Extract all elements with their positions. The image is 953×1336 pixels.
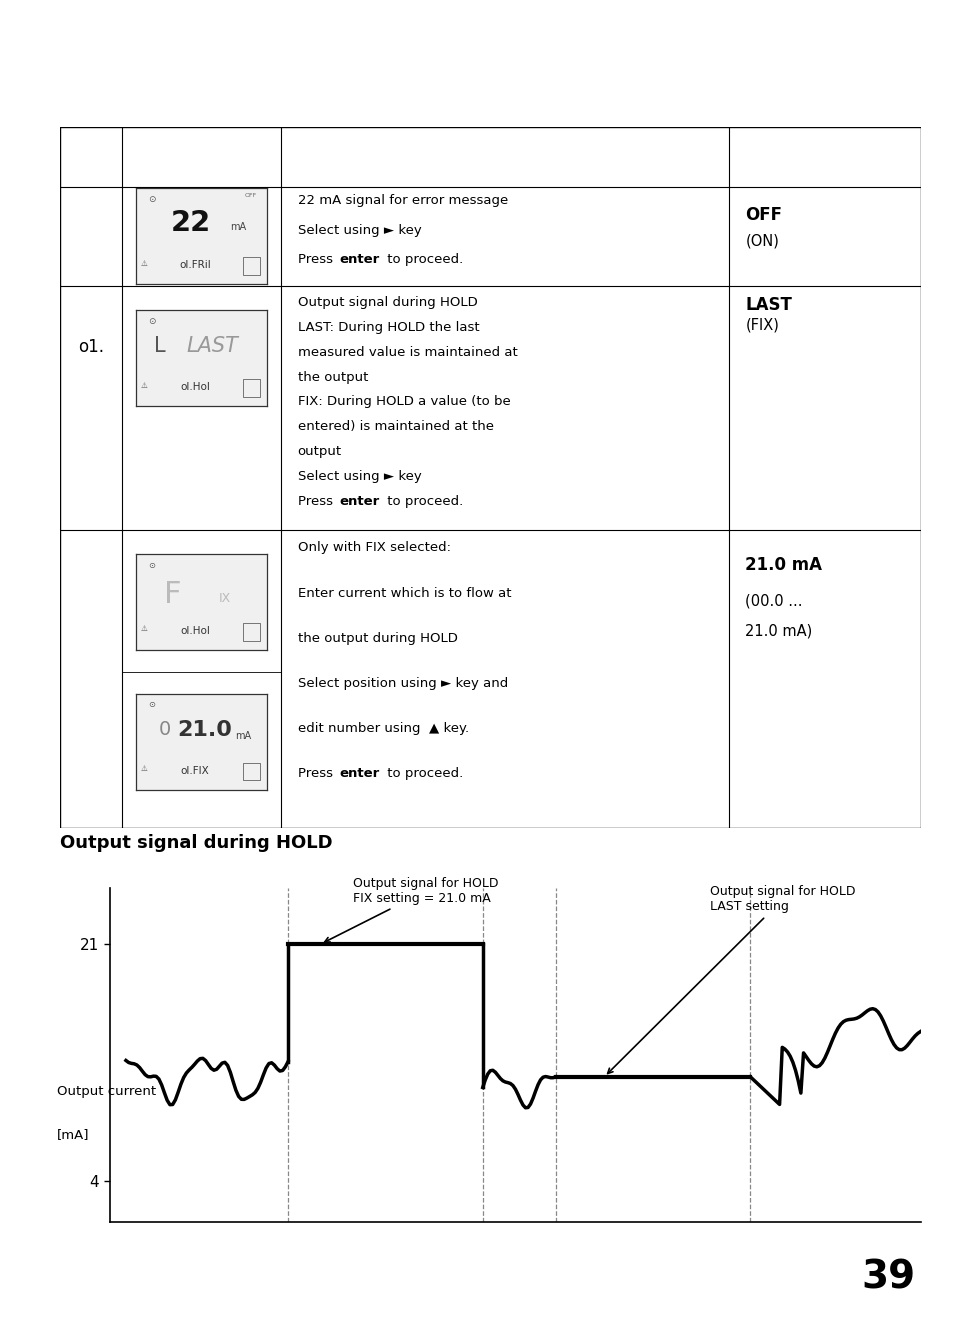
Text: Code: Code: [69, 150, 113, 164]
Text: the output: the output: [297, 370, 368, 383]
Text: Only with FIX selected:: Only with FIX selected:: [297, 541, 450, 554]
Text: HOLD active: HOLD active: [601, 1238, 703, 1255]
Text: 21.0 mA: 21.0 mA: [744, 556, 821, 574]
Text: LAST: LAST: [186, 337, 238, 355]
Text: ⚠: ⚠: [141, 259, 148, 267]
Text: output: output: [297, 445, 341, 458]
Text: OFF: OFF: [744, 206, 781, 224]
Text: entered) is maintained at the: entered) is maintained at the: [297, 421, 493, 433]
Text: to proceed.: to proceed.: [383, 767, 463, 780]
Text: [mA]: [mA]: [57, 1129, 90, 1141]
Text: mA: mA: [230, 222, 246, 232]
Text: 22: 22: [171, 210, 212, 238]
Text: 21.0 mA): 21.0 mA): [744, 623, 812, 639]
Text: edit number using  ▲ key.: edit number using ▲ key.: [297, 723, 468, 735]
Text: ol.Hol: ol.Hol: [180, 382, 210, 391]
Bar: [243, 258, 260, 275]
Text: (FIX): (FIX): [744, 317, 779, 333]
Text: Enter current which is to flow at: Enter current which is to flow at: [297, 587, 511, 600]
Text: Select using ► key: Select using ► key: [297, 470, 421, 484]
Text: ⊙: ⊙: [149, 700, 155, 709]
Text: to proceed.: to proceed.: [383, 254, 463, 266]
Text: ol.FIX: ol.FIX: [180, 766, 210, 776]
Text: ol.FRil: ol.FRil: [179, 261, 211, 270]
Text: Press: Press: [297, 767, 336, 780]
Text: o1.: o1.: [78, 338, 104, 355]
Text: enter: enter: [339, 767, 379, 780]
Text: the output during HOLD: the output during HOLD: [297, 632, 457, 645]
Text: LAST: During HOLD the last: LAST: During HOLD the last: [297, 321, 478, 334]
Text: FIX: During HOLD a value (to be: FIX: During HOLD a value (to be: [297, 395, 510, 409]
Text: 0: 0: [159, 720, 171, 739]
Text: Choices: Choices: [789, 150, 859, 164]
Text: 21.0: 21.0: [176, 720, 232, 740]
Text: Output signal for HOLD
FIX setting = 21.0 mA: Output signal for HOLD FIX setting = 21.…: [324, 878, 498, 942]
Text: Output current: Output current: [57, 1085, 156, 1098]
Text: F: F: [164, 580, 181, 609]
Text: 22 mA signal for error message: 22 mA signal for error message: [297, 194, 507, 207]
Text: Select using ► key: Select using ► key: [297, 223, 421, 236]
Text: ⊙: ⊙: [148, 195, 155, 204]
Text: measured value is maintained at: measured value is maintained at: [297, 346, 517, 358]
Text: HOLD active: HOLD active: [335, 1238, 436, 1255]
Bar: [243, 763, 260, 780]
Text: mA: mA: [235, 731, 252, 741]
Text: ol.Hol: ol.Hol: [180, 625, 210, 636]
Text: Select position using ► key and: Select position using ► key and: [297, 677, 507, 689]
Text: (ON): (ON): [744, 234, 779, 248]
Text: ⚠: ⚠: [141, 381, 148, 390]
Text: ⊙: ⊙: [148, 317, 155, 326]
Text: L: L: [153, 337, 166, 355]
Text: Display: Display: [169, 150, 234, 164]
Text: ⚠: ⚠: [141, 624, 148, 633]
Text: ⊙: ⊙: [149, 561, 155, 569]
Text: Output signal for HOLD
LAST setting: Output signal for HOLD LAST setting: [607, 886, 855, 1074]
Text: Output signal during HOLD: Output signal during HOLD: [297, 295, 476, 309]
Text: 39: 39: [861, 1259, 915, 1296]
Text: Press: Press: [297, 496, 336, 508]
Text: to proceed.: to proceed.: [383, 496, 463, 508]
Text: enter: enter: [339, 496, 379, 508]
Text: OFF: OFF: [244, 192, 256, 198]
Bar: [243, 379, 260, 397]
Text: Press: Press: [297, 254, 336, 266]
Text: IX: IX: [219, 592, 231, 605]
Bar: [243, 623, 260, 640]
Text: ⚠: ⚠: [141, 764, 148, 774]
Text: LAST: LAST: [744, 295, 792, 314]
Text: Action: Action: [476, 150, 534, 164]
Text: enter: enter: [339, 254, 379, 266]
Text: Output signal during HOLD: Output signal during HOLD: [60, 834, 333, 852]
Text: (00.0 ...: (00.0 ...: [744, 593, 802, 609]
